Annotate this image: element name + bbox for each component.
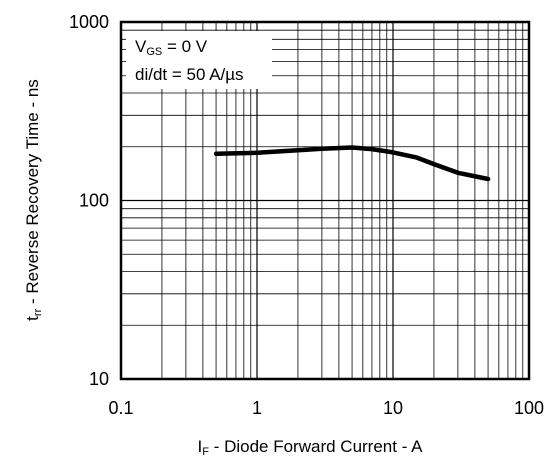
- x-tick-label: 100: [514, 398, 544, 418]
- plot-area-frame: [119, 20, 531, 381]
- annotation-box: [126, 31, 272, 89]
- y-tick-label: 1000: [69, 12, 109, 32]
- x-tick-label: 10: [383, 398, 403, 418]
- x-axis-title: IF - Diode Forward Current - A: [198, 437, 424, 458]
- y-tick-labels: 10 100 1000: [69, 12, 109, 389]
- y-axis-title: trr - Reverse Recovery Time - ns: [23, 79, 44, 321]
- series-line-trr: [213, 145, 491, 182]
- y-tick-label: 100: [79, 191, 109, 211]
- x-tick-labels: 0.1 1 10 100: [108, 398, 544, 418]
- annotation-didt: di/dt = 50 A/µs: [135, 65, 244, 84]
- y-tick-label: 10: [89, 369, 109, 389]
- x-tick-label: 1: [252, 398, 262, 418]
- annotation-vgs: VGS = 0 V: [135, 37, 208, 58]
- x-tick-label: 0.1: [108, 398, 133, 418]
